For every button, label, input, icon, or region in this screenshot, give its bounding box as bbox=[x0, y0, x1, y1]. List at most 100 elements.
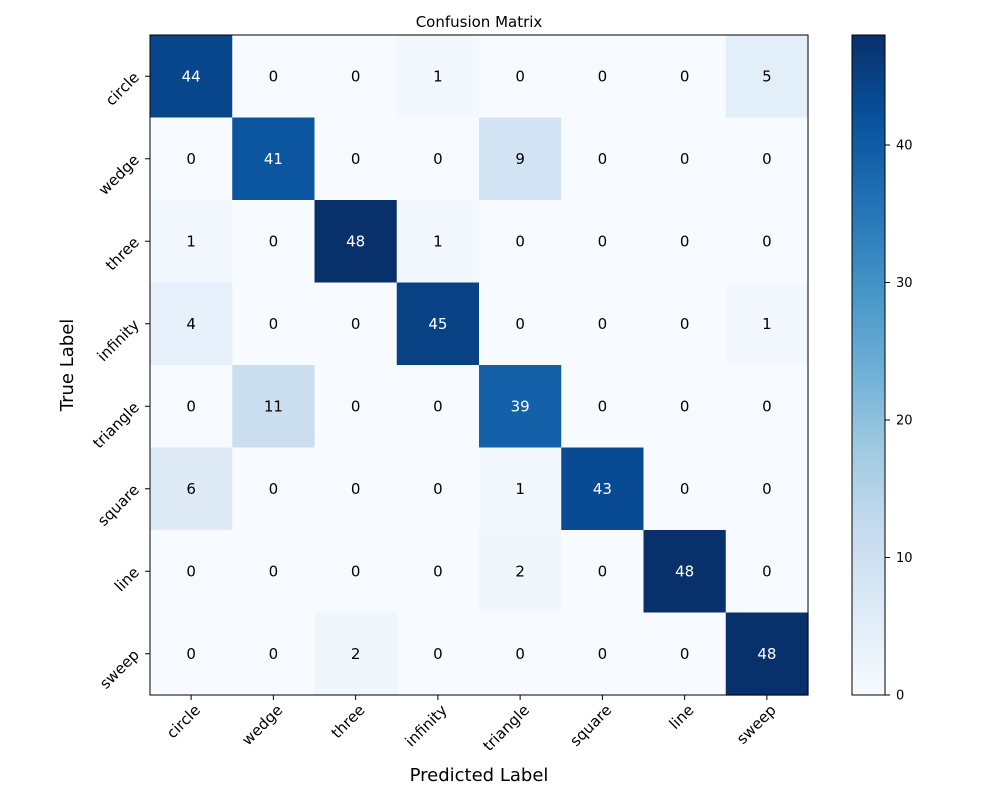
x-tick-label: square bbox=[566, 701, 615, 750]
cell-value-label: 0 bbox=[186, 562, 196, 580]
heatmap-cell-circle-triangle bbox=[479, 35, 562, 119]
heatmap-cell-line-circle bbox=[150, 530, 233, 614]
plot-frame bbox=[149, 34, 809, 696]
heatmap-cell-triangle-sweep bbox=[725, 365, 809, 449]
heatmap-cell-wedge-triangle bbox=[479, 117, 562, 201]
heatmap-cell-triangle-infinity bbox=[396, 365, 480, 449]
heatmap-cell-line-square bbox=[561, 530, 645, 614]
cell-value-label: 0 bbox=[186, 645, 196, 663]
cell-value-label: 0 bbox=[515, 232, 525, 250]
y-tick-label: square bbox=[94, 481, 143, 530]
cell-value-label: 0 bbox=[598, 232, 608, 250]
heatmap-cell-square-infinity bbox=[396, 447, 480, 531]
cell-value-label: 0 bbox=[351, 562, 361, 580]
cell-value-label: 4 bbox=[186, 315, 196, 333]
cell-value-label: 0 bbox=[680, 150, 690, 168]
heatmap-cell-infinity-triangle bbox=[479, 282, 562, 366]
heatmap-cell-sweep-square bbox=[561, 612, 645, 696]
cell-value-label: 0 bbox=[680, 67, 690, 85]
cell-value-label: 0 bbox=[269, 562, 279, 580]
heatmap-cells bbox=[150, 35, 809, 696]
cell-value-label: 1 bbox=[515, 480, 525, 498]
heatmap-cell-sweep-triangle bbox=[479, 612, 562, 696]
heatmap-cell-three-square bbox=[561, 200, 645, 284]
cell-value-label: 0 bbox=[598, 67, 608, 85]
heatmap-cell-infinity-infinity bbox=[396, 282, 480, 366]
cell-value-label: 0 bbox=[269, 67, 279, 85]
cell-value-label: 0 bbox=[433, 150, 443, 168]
colorbar-tick-label: 20 bbox=[896, 414, 913, 429]
cell-value-label: 0 bbox=[351, 397, 361, 415]
cell-value-label: 1 bbox=[186, 232, 196, 250]
heatmap-cell-triangle-wedge bbox=[232, 365, 316, 449]
cell-value-label: 0 bbox=[762, 397, 772, 415]
heatmap-cell-three-circle bbox=[150, 200, 233, 284]
cell-value-label: 0 bbox=[269, 232, 279, 250]
y-axis-label: True Label bbox=[57, 319, 78, 413]
heatmap-cell-wedge-square bbox=[561, 117, 645, 201]
cell-value-label: 0 bbox=[598, 315, 608, 333]
heatmap-cell-triangle-circle bbox=[150, 365, 233, 449]
cell-value-label: 2 bbox=[515, 562, 525, 580]
cell-value-label: 0 bbox=[186, 150, 196, 168]
x-tick-label: sweep bbox=[733, 701, 780, 748]
cell-value-label: 0 bbox=[598, 645, 608, 663]
heatmap-cell-infinity-line bbox=[643, 282, 727, 366]
cell-value-label: 11 bbox=[264, 397, 283, 415]
cell-value-label: 43 bbox=[593, 480, 612, 498]
heatmap-cell-sweep-circle bbox=[150, 612, 233, 696]
heatmap-cell-square-square bbox=[561, 447, 645, 531]
heatmap-cell-circle-infinity bbox=[396, 35, 480, 119]
heatmap-cell-wedge-circle bbox=[150, 117, 233, 201]
heatmap-cell-wedge-sweep bbox=[725, 117, 809, 201]
cell-value-label: 0 bbox=[433, 645, 443, 663]
x-axis-label: Predicted Label bbox=[410, 765, 549, 786]
cell-value-label: 0 bbox=[269, 645, 279, 663]
heatmap-cell-three-wedge bbox=[232, 200, 316, 284]
heatmap-cell-triangle-line bbox=[643, 365, 727, 449]
cell-value-label: 0 bbox=[680, 397, 690, 415]
heatmap-cell-square-sweep bbox=[725, 447, 809, 531]
cell-value-label: 0 bbox=[351, 480, 361, 498]
cell-value-label: 0 bbox=[433, 397, 443, 415]
heatmap-cell-sweep-three bbox=[314, 612, 398, 696]
heatmap-cell-three-triangle bbox=[479, 200, 562, 284]
cell-value-label: 0 bbox=[598, 150, 608, 168]
y-tick-label: sweep bbox=[96, 646, 143, 693]
heatmap-cell-wedge-wedge bbox=[232, 117, 316, 201]
cell-value-label: 41 bbox=[264, 150, 283, 168]
cell-value-label: 1 bbox=[433, 232, 443, 250]
heatmap-cell-three-infinity bbox=[396, 200, 480, 284]
heatmap-cell-triangle-three bbox=[314, 365, 398, 449]
heatmap-cell-circle-three bbox=[314, 35, 398, 119]
heatmap-cell-wedge-line bbox=[643, 117, 727, 201]
cell-value-label: 0 bbox=[269, 315, 279, 333]
heatmap-cell-three-line bbox=[643, 200, 727, 284]
heatmap-cell-line-three bbox=[314, 530, 398, 614]
cell-value-label: 1 bbox=[433, 67, 443, 85]
heatmap-cell-circle-sweep bbox=[725, 35, 809, 119]
heatmap-cell-sweep-sweep bbox=[725, 612, 809, 696]
cell-value-label: 0 bbox=[762, 562, 772, 580]
colorbar-tick-label: 30 bbox=[896, 276, 913, 291]
cell-value-label: 0 bbox=[762, 480, 772, 498]
heatmap-cell-line-wedge bbox=[232, 530, 316, 614]
heatmap-cell-labels: 44 0 0 1 0 0 0 5 0 41 0 0 9 0 0 0 1 0 48 1 0 0 0 0 4 0 0 45 0 0 0 1 0 11 0… bbox=[182, 67, 777, 663]
heatmap-cell-triangle-triangle bbox=[479, 365, 562, 449]
cell-value-label: 0 bbox=[598, 397, 608, 415]
cell-value-label: 1 bbox=[762, 315, 772, 333]
x-tick-label: triangle bbox=[479, 701, 533, 755]
cell-value-label: 0 bbox=[433, 562, 443, 580]
colorbar-tick-label: 40 bbox=[896, 139, 913, 154]
cell-value-label: 0 bbox=[269, 480, 279, 498]
heatmap-cell-circle-line bbox=[643, 35, 727, 119]
heatmap-cell-square-circle bbox=[150, 447, 233, 531]
x-tick-label: infinity bbox=[402, 701, 451, 750]
cell-value-label: 44 bbox=[182, 67, 201, 85]
heatmap-cell-line-line bbox=[643, 530, 727, 614]
cell-value-label: 0 bbox=[351, 315, 361, 333]
cell-value-label: 0 bbox=[515, 645, 525, 663]
heatmap-cell-infinity-wedge bbox=[232, 282, 316, 366]
y-tick-label: wedge bbox=[95, 151, 143, 199]
